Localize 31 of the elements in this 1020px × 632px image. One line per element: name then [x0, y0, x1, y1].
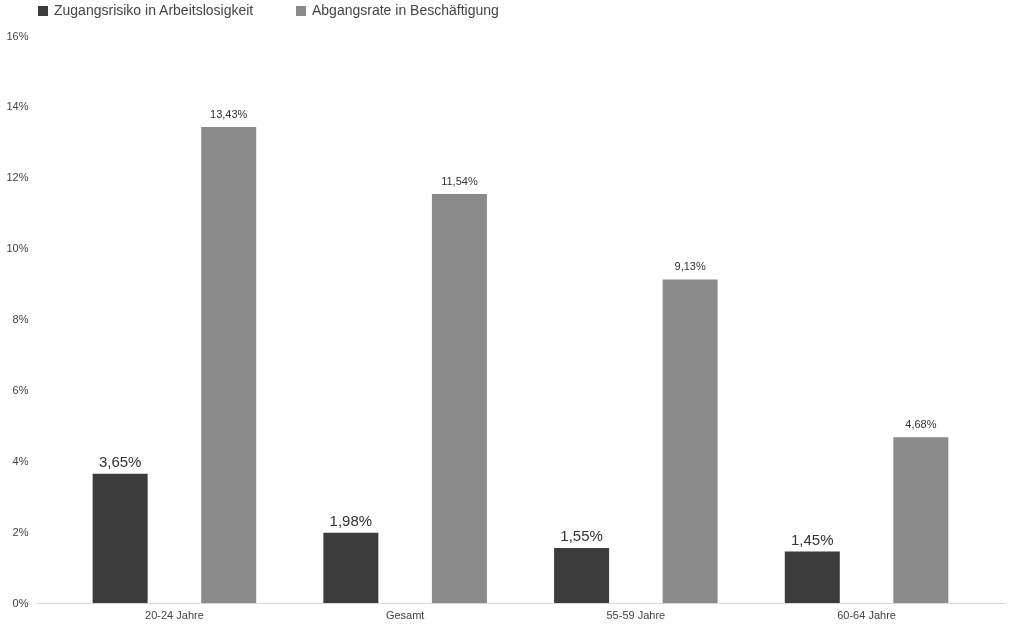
- data-label: 1,45%: [791, 530, 834, 548]
- data-label: 13,43%: [210, 108, 248, 121]
- y-tick-label: 4%: [12, 454, 29, 467]
- legend-label: Abgangsrate in Beschäftigung: [312, 2, 499, 18]
- y-tick-label: 6%: [12, 383, 29, 396]
- legend-label: Zugangsrisiko in Arbeitslosigkeit: [54, 2, 254, 18]
- y-tick-label: 14%: [6, 100, 29, 113]
- data-label: 1,98%: [329, 511, 373, 529]
- x-tick-label: Gesamt: [385, 608, 425, 621]
- bar: [323, 532, 379, 603]
- x-tick-label: 60-64 Jahre: [837, 608, 896, 621]
- y-tick-label: 16%: [6, 29, 29, 42]
- data-label: 11,54%: [441, 175, 478, 188]
- data-label: 1,55%: [560, 527, 603, 545]
- bar: [554, 548, 610, 603]
- data-label: 3,65%: [98, 452, 142, 470]
- bar: [784, 551, 840, 603]
- bar: [92, 473, 148, 603]
- y-tick-label: 10%: [6, 242, 29, 255]
- bar: [662, 279, 718, 603]
- y-tick-label: 8%: [12, 313, 29, 325]
- data-label: 9,13%: [674, 260, 706, 273]
- bar: [201, 127, 257, 603]
- y-tick-label: 2%: [12, 525, 29, 538]
- data-label: 4,68%: [905, 418, 937, 431]
- x-tick-label: 20-24 Jahre: [145, 608, 204, 621]
- bar: [893, 437, 949, 603]
- y-tick-label: 12%: [6, 171, 29, 184]
- y-tick-label: 0%: [12, 596, 29, 609]
- bar: [431, 194, 487, 603]
- x-tick-label: 55-59 Jahre: [606, 608, 666, 621]
